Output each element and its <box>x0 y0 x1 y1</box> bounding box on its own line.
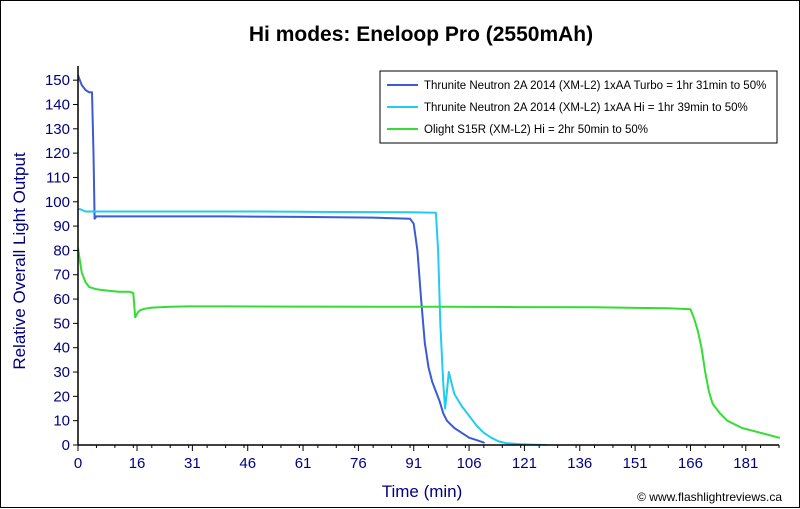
y-tick-label: 120 <box>45 145 70 162</box>
x-tick-label: 136 <box>567 455 592 472</box>
y-tick-label: 70 <box>53 267 70 284</box>
x-tick-label: 0 <box>74 455 82 472</box>
axes: 0 10 20 30 40 50 60 70 80 90 100 110 120 130 140 150 0 16… <box>45 66 780 472</box>
x-axis-label: Time (min) <box>382 482 463 501</box>
x-tick-label: 106 <box>457 455 482 472</box>
x-tick-label: 121 <box>512 455 537 472</box>
x-tick-label: 76 <box>350 455 367 472</box>
y-tick-label: 140 <box>45 96 70 113</box>
y-tick-label: 130 <box>45 121 70 138</box>
legend-label: Thrunite Neutron 2A 2014 (XM-L2) 1xAA Hi… <box>424 102 748 114</box>
x-tick-label: 181 <box>733 455 758 472</box>
legend-label: Olight S15R (XM-L2) Hi = 2hr 50min to 50… <box>424 124 648 136</box>
x-tick-label: 31 <box>184 455 201 472</box>
y-tick-label: 90 <box>53 218 70 235</box>
credit-text: © www.flashlightreviews.ca <box>637 490 782 504</box>
y-tick-label: 60 <box>53 291 70 308</box>
y-axis-label: Relative Overall Light Output <box>10 152 29 370</box>
plot-area <box>78 74 780 445</box>
legend-label: Thrunite Neutron 2A 2014 (XM-L2) 1xAA Tu… <box>424 80 766 92</box>
y-tick-label: 30 <box>53 364 70 381</box>
series-line-1 <box>78 74 485 444</box>
y-tick-label: 20 <box>53 388 70 405</box>
y-tick-label: 100 <box>45 194 70 211</box>
series-lines <box>78 74 780 445</box>
x-tick-label: 151 <box>623 455 648 472</box>
legend: Thrunite Neutron 2A 2014 (XM-L2) 1xAA Tu… <box>379 70 778 144</box>
y-tick-label: 50 <box>53 315 70 332</box>
y-tick-label: 80 <box>53 242 70 259</box>
y-tick-label: 150 <box>45 72 70 89</box>
x-tick-label: 16 <box>129 455 146 472</box>
x-tick-label: 91 <box>405 455 422 472</box>
x-tick-label: 166 <box>678 455 703 472</box>
series-line-3 <box>78 247 780 439</box>
chart-title: Hi modes: Eneloop Pro (2550mAh) <box>249 23 593 46</box>
y-tick-label: 0 <box>62 437 70 454</box>
y-tick-label: 110 <box>46 169 70 186</box>
y-tick-label: 40 <box>53 340 70 357</box>
x-tick-label: 61 <box>295 455 312 472</box>
y-tick-label: 10 <box>53 413 70 430</box>
x-tick-label: 46 <box>239 455 256 472</box>
legend-box <box>379 70 778 144</box>
series-line-2 <box>78 208 548 445</box>
